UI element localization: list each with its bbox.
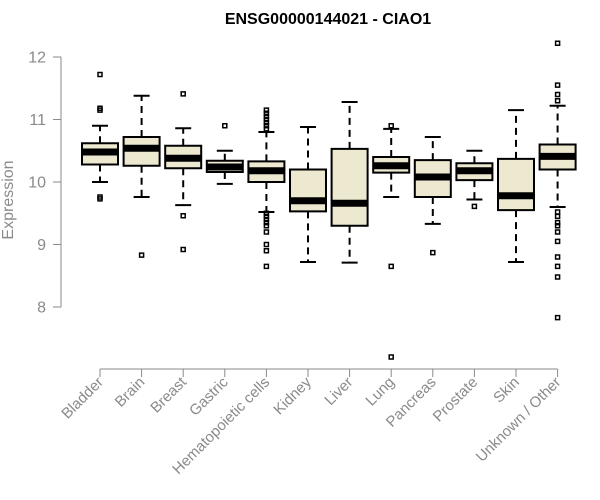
outlier-point: [554, 274, 561, 280]
outlier-point: [263, 263, 270, 270]
outlier-point: [97, 196, 103, 202]
median-bar: [82, 148, 118, 156]
x-tick-label: Kidney: [270, 373, 315, 418]
box-group: [372, 123, 411, 360]
outlier-point: [263, 210, 270, 216]
x-tick-label: Prostate: [430, 374, 482, 426]
outlier-point: [554, 98, 561, 104]
median-bar: [539, 152, 576, 160]
outlier-point: [554, 223, 561, 229]
outlier-point: [554, 209, 561, 215]
outlier-point: [263, 219, 270, 226]
median-bar: [165, 154, 202, 162]
y-tick-label: 8: [37, 300, 46, 317]
median-bar: [414, 173, 451, 181]
outlier-point: [263, 213, 270, 220]
median-bar: [456, 167, 493, 175]
y-tick-label: 12: [28, 50, 46, 67]
outlier-point: [554, 254, 561, 260]
outlier-point: [388, 123, 394, 129]
chart-title: ENSG00000144021 - CIAO1: [225, 11, 431, 28]
outlier-point: [388, 354, 394, 360]
outlier-point: [138, 252, 145, 258]
outlier-point: [554, 213, 561, 220]
outlier-point: [263, 119, 270, 126]
outlier-point: [180, 91, 186, 97]
x-tick-label: Breast: [147, 373, 190, 416]
median-bar: [373, 162, 410, 170]
median-bar: [498, 192, 534, 200]
outlier-point: [554, 219, 561, 226]
outlier-point: [388, 263, 394, 270]
outlier-point: [263, 123, 270, 129]
outlier-point: [554, 263, 561, 270]
y-axis-label: Expression: [0, 160, 17, 239]
median-bar: [206, 163, 243, 171]
outlier-point: [554, 40, 561, 46]
outlier-point: [263, 248, 270, 254]
box-group: [205, 123, 244, 185]
box-group: [413, 136, 452, 256]
outlier-point: [263, 113, 270, 120]
outlier-point: [554, 82, 561, 88]
outlier-point: [554, 91, 561, 98]
outlier-point: [263, 110, 270, 116]
x-tick-label: Liver: [321, 374, 356, 409]
x-tick-label: Skin: [490, 374, 523, 407]
box: [497, 157, 535, 212]
outlier-point: [263, 107, 270, 113]
y-tick-label: 10: [28, 175, 46, 192]
outlier-point: [471, 203, 478, 210]
median-bar: [331, 199, 368, 207]
outlier-point: [554, 314, 561, 321]
outlier-point: [97, 71, 103, 78]
outlier-point: [222, 123, 228, 129]
outlier-point: [97, 107, 103, 113]
outlier-point: [554, 229, 561, 235]
box-group: [81, 71, 119, 202]
x-tick-label: Lung: [362, 374, 398, 410]
outlier-point: [263, 116, 270, 123]
box-group: [538, 40, 577, 321]
y-tick-label: 11: [29, 112, 46, 129]
median-bar: [290, 197, 326, 205]
box-group: [497, 109, 535, 263]
outlier-point: [430, 249, 436, 256]
outlier-point: [263, 216, 270, 223]
outlier-point: [263, 241, 270, 248]
box: [330, 147, 369, 227]
box: [289, 168, 327, 213]
box-group: [122, 94, 161, 258]
outlier-point: [554, 238, 561, 245]
box-group: [289, 126, 327, 263]
box-group: [455, 149, 494, 210]
box-group: [247, 107, 286, 270]
median-bar: [123, 144, 160, 152]
median-bar: [248, 167, 285, 175]
y-tick-label: 9: [37, 237, 46, 254]
outlier-point: [180, 246, 186, 253]
outlier-point: [263, 126, 270, 132]
outlier-point: [263, 229, 270, 235]
outlier-point: [180, 213, 186, 219]
x-tick-label: Bladder: [58, 374, 107, 423]
x-tick-label: Brain: [112, 374, 149, 411]
box-group: [164, 91, 203, 253]
outlier-point: [263, 223, 270, 229]
boxes: [81, 40, 577, 360]
box-group: [330, 101, 369, 264]
